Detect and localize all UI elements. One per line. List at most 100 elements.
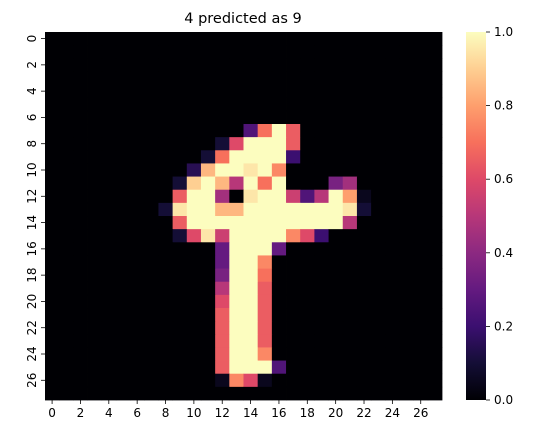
heatmap-cell xyxy=(101,373,117,388)
heatmap-cell xyxy=(229,97,244,112)
heatmap-cell xyxy=(342,281,358,296)
heatmap-cell xyxy=(200,294,216,309)
heatmap-cell xyxy=(427,163,443,177)
heatmap-cell xyxy=(371,137,386,151)
heatmap-cell xyxy=(399,242,415,256)
x-tick-label: 6 xyxy=(133,406,141,420)
heatmap-cell xyxy=(229,71,244,85)
heatmap-cell xyxy=(144,84,159,99)
heatmap-cell xyxy=(385,32,400,46)
heatmap-cell xyxy=(73,308,88,322)
heatmap-cell xyxy=(243,386,259,401)
heatmap-cell xyxy=(286,281,301,296)
heatmap-cell xyxy=(300,347,315,361)
heatmap-cell xyxy=(186,84,202,99)
heatmap-cell xyxy=(399,150,415,164)
heatmap-cell xyxy=(399,347,415,361)
heatmap-cell xyxy=(271,45,287,59)
heatmap-cell xyxy=(115,321,131,335)
heatmap-cell xyxy=(427,97,443,112)
heatmap-cell xyxy=(115,150,131,164)
heatmap-cell xyxy=(286,294,301,309)
heatmap-cell xyxy=(186,71,202,85)
heatmap-cell xyxy=(130,176,145,191)
heatmap-cell xyxy=(243,255,259,269)
heatmap-cell xyxy=(172,294,188,309)
heatmap-cell xyxy=(286,137,301,151)
heatmap-cell xyxy=(243,110,259,125)
heatmap-cell xyxy=(271,71,287,85)
heatmap-cell xyxy=(186,110,202,125)
heatmap-cell xyxy=(144,150,159,164)
heatmap-cell xyxy=(45,124,60,138)
heatmap-cell xyxy=(257,294,273,309)
heatmap-cell xyxy=(300,71,315,85)
heatmap-cell xyxy=(314,110,329,125)
heatmap-cell xyxy=(101,58,117,72)
heatmap-cells xyxy=(45,32,443,401)
heatmap-cell xyxy=(73,334,88,348)
heatmap-cell xyxy=(172,229,188,243)
heatmap-cell xyxy=(314,163,329,177)
heatmap-cell xyxy=(87,137,103,151)
heatmap-cell xyxy=(356,229,372,243)
heatmap-cell xyxy=(186,334,202,348)
heatmap-cell xyxy=(229,124,244,138)
heatmap-cell xyxy=(413,189,429,204)
heatmap-cell xyxy=(158,347,174,361)
heatmap-cell xyxy=(101,137,117,151)
heatmap-cell xyxy=(385,308,400,322)
heatmap-cell xyxy=(328,321,344,335)
heatmap-cell xyxy=(243,202,259,217)
heatmap-cell xyxy=(413,373,429,388)
heatmap-cell xyxy=(87,71,103,85)
heatmap-cell xyxy=(286,229,301,243)
heatmap-cell xyxy=(73,373,88,388)
heatmap-cell xyxy=(427,202,443,217)
heatmap-cell xyxy=(300,189,315,204)
heatmap-cell xyxy=(130,242,145,256)
heatmap-cell xyxy=(229,150,244,164)
heatmap-cell xyxy=(257,150,273,164)
heatmap-cell xyxy=(413,58,429,72)
heatmap-cell xyxy=(172,163,188,177)
heatmap-cell xyxy=(229,242,244,256)
heatmap-cell xyxy=(300,386,315,401)
heatmap-cell xyxy=(73,268,88,283)
heatmap-cell xyxy=(73,321,88,335)
heatmap-cell xyxy=(59,97,74,112)
x-tick-label: 22 xyxy=(356,406,371,420)
heatmap-cell xyxy=(172,97,188,112)
x-tick-label: 10 xyxy=(186,406,201,420)
heatmap-cell xyxy=(144,71,159,85)
heatmap-cell xyxy=(158,386,174,401)
heatmap-cell xyxy=(87,216,103,230)
heatmap-cell xyxy=(59,294,74,309)
heatmap-cell xyxy=(286,32,301,46)
heatmap-cell xyxy=(427,110,443,125)
heatmap-cell xyxy=(427,268,443,283)
heatmap-cell xyxy=(73,163,88,177)
heatmap-cell xyxy=(356,58,372,72)
heatmap-cell xyxy=(73,176,88,191)
heatmap-cell xyxy=(229,360,244,375)
heatmap-cell xyxy=(130,360,145,375)
heatmap-cell xyxy=(413,163,429,177)
heatmap-cell xyxy=(243,32,259,46)
heatmap-cell xyxy=(328,110,344,125)
heatmap-cell xyxy=(399,268,415,283)
heatmap-cell xyxy=(371,58,386,72)
heatmap-cell xyxy=(243,163,259,177)
heatmap-cell xyxy=(158,163,174,177)
heatmap-cell xyxy=(243,150,259,164)
heatmap-cell xyxy=(229,137,244,151)
heatmap-cell xyxy=(385,71,400,85)
heatmap-cell xyxy=(59,334,74,348)
heatmap-cell xyxy=(286,45,301,59)
heatmap-cell xyxy=(87,202,103,217)
y-tick-label: 18 xyxy=(25,268,39,283)
heatmap-cell xyxy=(130,268,145,283)
heatmap-cell xyxy=(186,373,202,388)
heatmap-cell xyxy=(300,360,315,375)
heatmap-cell xyxy=(130,202,145,217)
